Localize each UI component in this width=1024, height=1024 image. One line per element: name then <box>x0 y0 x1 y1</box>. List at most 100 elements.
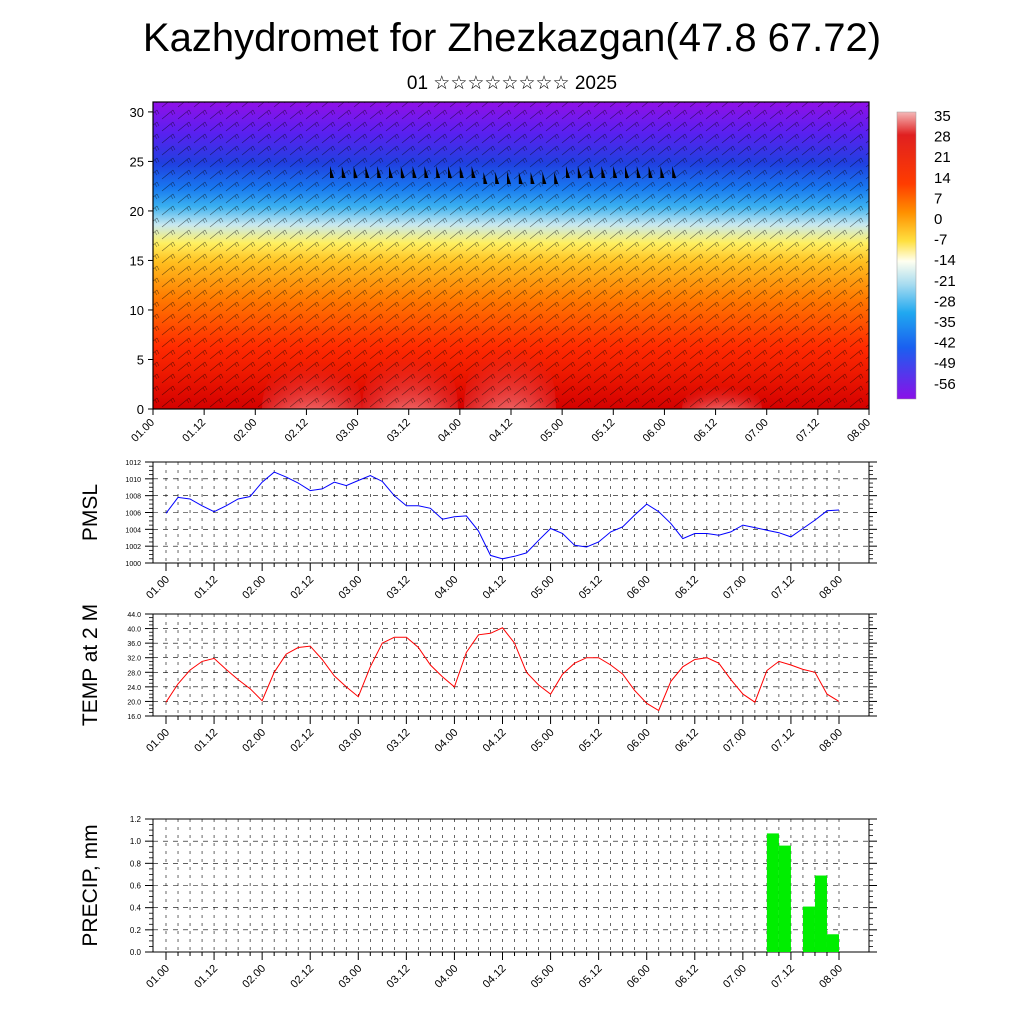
y-tick-label: 40.0 <box>127 627 141 634</box>
wind-flag <box>365 166 370 178</box>
x-tick-label: 04.12 <box>481 963 509 991</box>
y-tick-label: 1006 <box>125 511 141 518</box>
colorbar-label: -7 <box>934 232 947 249</box>
y-tick-label: 1000 <box>125 561 141 568</box>
wind-flag <box>424 166 429 178</box>
panel-frame <box>152 613 870 717</box>
x-tick-label: 01.12 <box>192 963 220 991</box>
y-tick-label: 1.2 <box>130 815 142 824</box>
x-tick-label: 06.12 <box>673 963 701 991</box>
wind-flag <box>400 166 405 178</box>
precip-bar <box>802 906 815 952</box>
x-tick-label: 07.00 <box>743 417 771 445</box>
x-tick-label: 03.12 <box>385 417 413 445</box>
x-tick-label: 05.12 <box>589 417 617 445</box>
x-tick-label: 05.12 <box>577 963 605 991</box>
wind-flag <box>459 166 464 178</box>
wind-flag <box>483 172 488 184</box>
wind-flag <box>341 166 346 178</box>
wind-flag <box>353 166 358 178</box>
wind-flag <box>625 166 629 178</box>
chart-subtitle: 01 ☆☆☆☆☆☆☆☆ 2025 <box>406 73 618 94</box>
x-tick-label: 04.00 <box>433 727 461 755</box>
wind-flag <box>613 166 618 178</box>
x-tick-label: 01.12 <box>180 417 208 445</box>
wind-flag <box>648 166 653 178</box>
x-tick-label: 01.00 <box>144 574 172 602</box>
wind-flag <box>518 172 523 184</box>
y-tick-label: 1004 <box>125 527 141 534</box>
colorbar-label: -14 <box>934 252 956 269</box>
x-tick-label: 03.00 <box>336 963 364 991</box>
colorbar-gradient <box>896 111 917 400</box>
precip-bar <box>826 934 839 952</box>
x-tick-label: 05.00 <box>529 574 557 602</box>
x-tick-label: 01.00 <box>129 417 157 445</box>
wind-flag <box>601 166 606 178</box>
x-tick-label: 02.12 <box>288 574 316 602</box>
x-tick-label: 02.12 <box>288 963 316 991</box>
y-tick-label: 0.0 <box>130 948 142 957</box>
x-tick-label: 03.00 <box>334 417 362 445</box>
temperature-panel: 44.0 40.0 36.0 32.0 28.0 24.0 20.0 16.001.00 01.… <box>79 604 877 755</box>
wind-flag <box>554 172 559 184</box>
y-tick-label: 10 <box>130 303 144 318</box>
series-line <box>165 471 840 560</box>
y-tick-label: 30 <box>130 105 144 120</box>
wind-flag <box>636 166 641 178</box>
precipitation-panel: 1.2 1.0 0.8 0.6 0.4 0.2 0.001.00 01.12 02.00 02.1… <box>79 815 877 991</box>
y-tick-label: 5 <box>137 352 144 367</box>
x-tick-label: 03.00 <box>336 727 364 755</box>
colorbar-label: -28 <box>934 293 956 310</box>
wind-flag <box>495 172 500 184</box>
x-tick-label: 08.00 <box>817 727 845 755</box>
x-tick-label: 08.00 <box>817 574 845 602</box>
x-tick-label: 04.12 <box>487 417 515 445</box>
x-tick-label: 06.12 <box>692 417 720 445</box>
wind-flag <box>660 166 665 178</box>
y-tick-label: 0.8 <box>130 859 142 868</box>
x-tick-label: 08.00 <box>817 963 845 991</box>
y-tick-label: 24.0 <box>127 685 141 692</box>
x-tick-label: 03.00 <box>336 574 364 602</box>
y-tick-label: 44.0 <box>127 612 141 619</box>
colorbar-labels: 35 28 21 14 7 0 -7 -14 -21 -28 -35 -42 -49 -56 <box>934 108 956 393</box>
x-tick-label: 03.12 <box>385 963 413 991</box>
colorbar-label: 0 <box>934 211 942 228</box>
colorbar-label: 21 <box>934 149 951 166</box>
colorbar: 35 28 21 14 7 0 -7 -14 -21 -28 -35 -42 -49 -56 <box>896 108 956 400</box>
wind-flag <box>377 166 382 178</box>
x-tick-label: 06.00 <box>625 963 653 991</box>
precip-bar <box>778 845 791 952</box>
colorbar-label: 14 <box>934 170 951 187</box>
x-tick-label: 05.00 <box>529 727 557 755</box>
y-axis-label: PRECIP, mm <box>79 824 102 946</box>
y-axis-label: PMSL <box>79 484 102 541</box>
x-tick-label: 01.12 <box>192 574 220 602</box>
x-tick-label: 01.12 <box>192 727 220 755</box>
y-tick-label: 0.2 <box>130 926 142 935</box>
x-tick-label: 06.00 <box>625 574 653 602</box>
wind-flag <box>448 166 452 178</box>
x-tick-label: 07.00 <box>721 574 749 602</box>
y-tick-label: 0.4 <box>130 904 142 913</box>
wind-flag <box>542 172 547 184</box>
chart-title: Kazhydromet for Zhezkazgan(47.8 67.72) <box>142 16 882 60</box>
y-tick-label: 28.0 <box>127 670 141 677</box>
wind-flag <box>672 166 677 178</box>
x-tick-label: 07.12 <box>794 417 822 445</box>
hot-spots <box>153 102 869 409</box>
x-tick-label: 02.00 <box>240 963 268 991</box>
x-tick-label: 04.12 <box>481 727 509 755</box>
y-tick-label: 1010 <box>125 477 141 484</box>
y-tick-label: 16.0 <box>127 714 141 721</box>
x-tick-label: 02.00 <box>240 574 268 602</box>
heatmap-x-axis: 01.00 01.12 02.00 02.12 03.00 03.12 04.00 04.12… <box>129 409 873 445</box>
y-tick-label: 1012 <box>125 460 141 467</box>
wind-flag <box>471 166 476 178</box>
wind-flag <box>566 166 570 178</box>
colorbar-label: 28 <box>934 129 951 146</box>
x-tick-label: 04.12 <box>481 574 509 602</box>
heatmap-y-axis: 0 5 10 15 20 25 30 <box>130 105 153 417</box>
